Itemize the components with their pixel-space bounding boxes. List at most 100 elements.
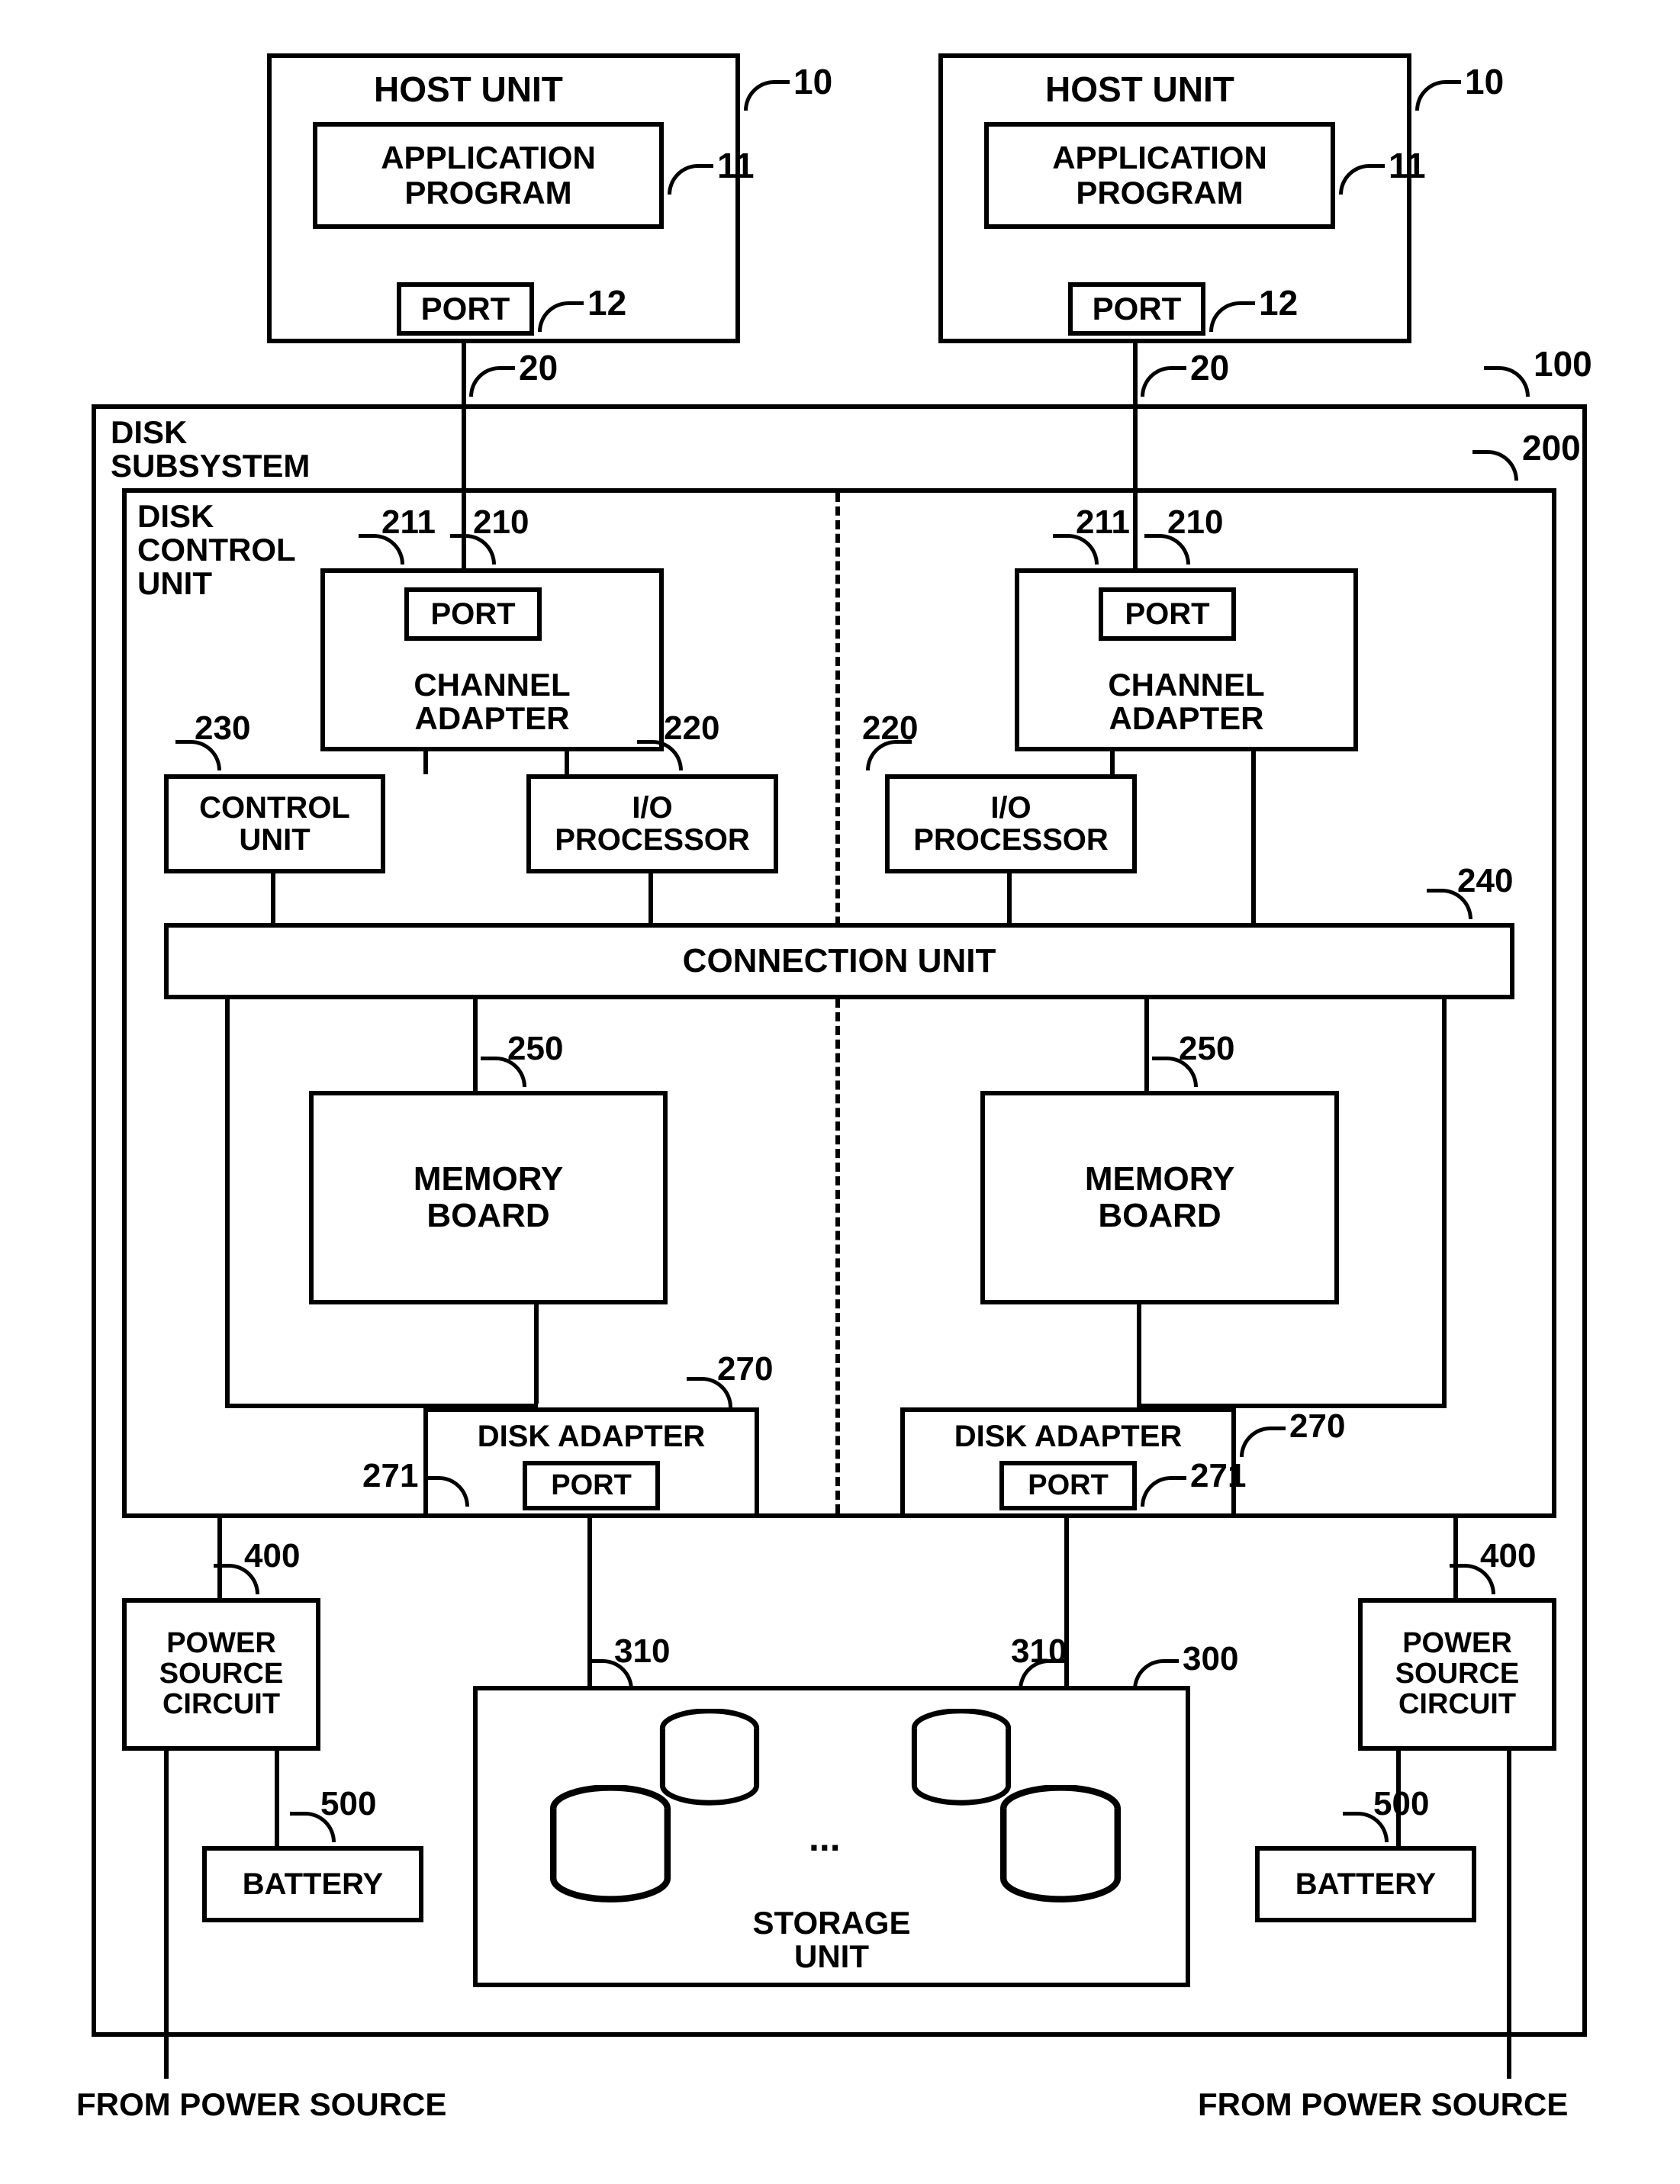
connector-line	[1442, 999, 1447, 1404]
ca-label-l: CHANNEL ADAPTER	[414, 668, 570, 735]
da-label-l: DISK ADAPTER	[478, 1420, 706, 1454]
app-label-right: APPLICATION PROGRAM	[1052, 140, 1267, 211]
io-proc-left: I/O PROCESSOR	[526, 774, 778, 873]
subsystem-title: DISK SUBSYSTEM	[111, 416, 310, 483]
memory-board-right: MEMORY BOARD	[980, 1091, 1339, 1304]
connector-line	[1396, 1751, 1401, 1846]
host-title-left: HOST UNIT	[374, 69, 563, 110]
lead-icon	[744, 80, 790, 111]
ref-211-l: 211	[381, 503, 436, 542]
ref-310-l: 310	[614, 1632, 670, 1671]
host-port-left: PORT	[397, 282, 534, 336]
io-label-l: I/O PROCESSOR	[555, 792, 750, 856]
ref-240: 240	[1457, 862, 1513, 900]
ref-20-l: 20	[519, 347, 558, 388]
connector-line	[1507, 1751, 1511, 2079]
ref-500-l: 500	[320, 1785, 376, 1823]
psc-label-r: POWER SOURCE CIRCUIT	[1395, 1629, 1520, 1720]
da-port-right: PORT	[999, 1461, 1137, 1510]
ref-10-r: 10	[1465, 61, 1504, 102]
psc-label-l: POWER SOURCE CIRCUIT	[159, 1629, 284, 1720]
power-source-circuit-right: POWER SOURCE CIRCUIT	[1358, 1598, 1556, 1751]
connector-line	[473, 999, 478, 1091]
app-label-left: APPLICATION PROGRAM	[381, 140, 596, 211]
ref-500-r: 500	[1373, 1785, 1429, 1823]
ref-400-r: 400	[1480, 1537, 1536, 1575]
ref-200: 200	[1522, 427, 1581, 468]
ca-port-right: PORT	[1099, 587, 1236, 641]
connector-line	[1251, 751, 1256, 923]
io-proc-right: I/O PROCESSOR	[885, 774, 1137, 873]
io-label-r: I/O PROCESSOR	[913, 792, 1109, 856]
lead-icon	[1141, 366, 1186, 397]
ref-12-l: 12	[587, 282, 626, 323]
ref-271-l: 271	[362, 1457, 418, 1495]
dcu-title: DISK CONTROL UNIT	[137, 500, 296, 600]
ref-250-r: 250	[1179, 1030, 1234, 1068]
connector-line	[1110, 751, 1115, 774]
lead-icon	[1415, 80, 1461, 111]
host-port-label-right: PORT	[1093, 291, 1182, 327]
ca-port-left: PORT	[404, 587, 542, 641]
connector-line	[1007, 873, 1012, 923]
connector-line	[275, 1751, 279, 1846]
power-source-circuit-left: POWER SOURCE CIRCUIT	[122, 1598, 320, 1751]
da-port-left: PORT	[523, 1461, 660, 1510]
mem-label-l: MEMORY BOARD	[414, 1161, 563, 1235]
ref-220-r: 220	[862, 709, 918, 748]
host-title-right: HOST UNIT	[1045, 69, 1234, 110]
ca-port-label-l: PORT	[430, 597, 515, 632]
connector-line	[423, 751, 428, 774]
battery-left: BATTERY	[202, 1846, 423, 1922]
connector-line	[649, 873, 653, 923]
connector-line	[271, 873, 275, 923]
disk-icon	[542, 1785, 679, 1915]
memory-board-left: MEMORY BOARD	[309, 1091, 668, 1304]
lead-icon	[469, 366, 515, 397]
ref-11-r: 11	[1389, 145, 1426, 186]
storage-label: STORAGE UNIT	[753, 1906, 911, 1973]
control-label: CONTROL UNIT	[199, 792, 350, 856]
connector-line	[565, 751, 569, 774]
ref-400-l: 400	[244, 1537, 300, 1575]
from-power-left: FROM POWER SOURCE	[76, 2086, 446, 2123]
ref-11-l: 11	[717, 145, 755, 186]
ref-230: 230	[195, 709, 250, 748]
connector-line	[217, 1518, 222, 1598]
ref-210-r: 210	[1167, 503, 1223, 542]
ref-10-l: 10	[793, 61, 832, 102]
center-divider	[835, 493, 840, 1513]
ref-12-r: 12	[1259, 282, 1298, 323]
bat-label-r: BATTERY	[1295, 1867, 1436, 1902]
ref-270-l: 270	[717, 1350, 773, 1388]
ref-20-r: 20	[1190, 347, 1229, 388]
connector-line	[164, 1751, 169, 2079]
ref-100: 100	[1534, 343, 1592, 384]
ref-310-r: 310	[1011, 1632, 1067, 1671]
connector-line	[225, 999, 230, 1404]
connector-line	[1137, 1304, 1141, 1404]
mem-label-r: MEMORY BOARD	[1085, 1161, 1234, 1235]
ref-271-r: 271	[1190, 1457, 1246, 1495]
app-program-left: APPLICATION PROGRAM	[313, 122, 664, 229]
ca-port-label-r: PORT	[1125, 597, 1209, 632]
ref-300: 300	[1183, 1640, 1238, 1678]
battery-right: BATTERY	[1255, 1846, 1476, 1922]
disk-icon	[992, 1785, 1129, 1915]
da-port-label-l: PORT	[551, 1469, 632, 1502]
control-unit: CONTROL UNIT	[164, 774, 385, 873]
da-label-r: DISK ADAPTER	[954, 1420, 1183, 1454]
ellipsis: ...	[809, 1816, 841, 1860]
ref-220-l: 220	[664, 709, 719, 748]
ref-270-r: 270	[1289, 1407, 1345, 1446]
connector-line	[1453, 1518, 1458, 1598]
connector-line	[534, 1304, 539, 1404]
ref-210-l: 210	[473, 503, 529, 542]
connection-unit: CONNECTION UNIT	[164, 923, 1514, 999]
ref-211-r: 211	[1076, 503, 1130, 542]
host-port-label-left: PORT	[421, 291, 510, 327]
bat-label-l: BATTERY	[243, 1867, 383, 1902]
lead-icon	[1484, 366, 1530, 397]
ca-label-r: CHANNEL ADAPTER	[1108, 668, 1264, 735]
ref-250-l: 250	[507, 1030, 563, 1068]
